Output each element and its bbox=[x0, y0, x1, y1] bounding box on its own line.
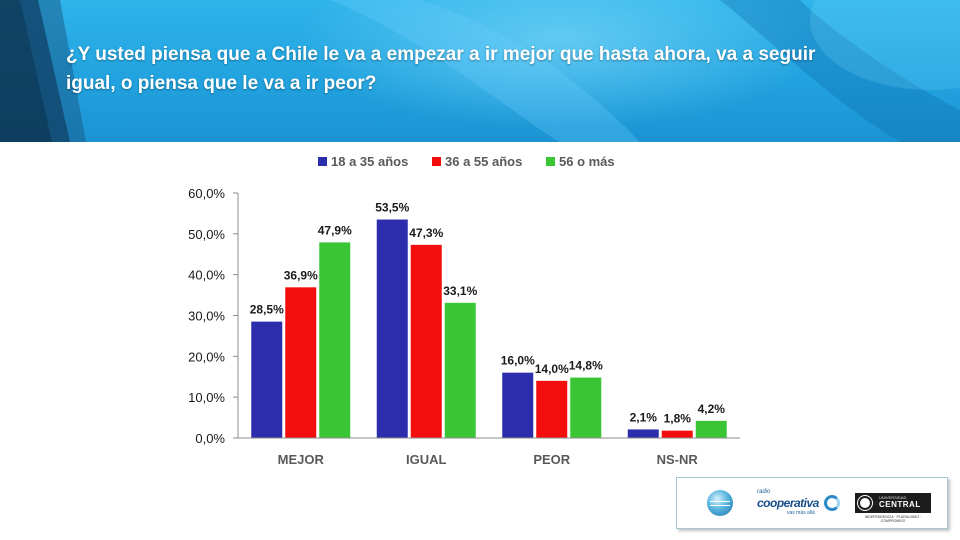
bar-ns-nr-1 bbox=[627, 429, 659, 438]
legend-label-3: 56 o más bbox=[559, 154, 615, 169]
bar-igual-3 bbox=[444, 302, 476, 438]
y-tick-label: 60,0% bbox=[188, 186, 225, 201]
bar-chart: 18 a 35 años 36 a 55 años 56 o más 0,0% 10,… bbox=[188, 154, 740, 467]
y-tick-label: 30,0% bbox=[188, 309, 225, 324]
data-label: 2,1% bbox=[630, 410, 658, 424]
data-label: 53,5% bbox=[375, 201, 409, 215]
banner-decoration bbox=[0, 0, 960, 142]
cooperativa-tagline: vas más allá bbox=[787, 510, 815, 516]
bar-igual-1 bbox=[376, 219, 408, 438]
cooperativa-name: cooperativa bbox=[757, 496, 819, 510]
data-label: 14,8% bbox=[569, 359, 603, 373]
y-tick-label: 50,0% bbox=[188, 227, 225, 242]
y-axis: 0,0% 10,0% 20,0% 30,0% 40,0% 50,0% 60,0% bbox=[188, 186, 239, 446]
chart-legend: 18 a 35 años 36 a 55 años 56 o más bbox=[318, 154, 615, 169]
x-category-label: NS-NR bbox=[657, 452, 699, 467]
y-tick-label: 10,0% bbox=[188, 390, 225, 405]
data-label: 36,9% bbox=[284, 268, 318, 282]
data-label: 1,8% bbox=[664, 412, 692, 426]
universidad-central-logo: UNIVERSIDAD CENTRAL INDEPENDENCIA · PLUR… bbox=[855, 493, 931, 523]
legend-label-1: 18 a 35 años bbox=[331, 154, 408, 169]
data-label: 16,0% bbox=[501, 354, 535, 368]
data-label: 33,1% bbox=[443, 284, 477, 298]
y-tick-label: 40,0% bbox=[188, 268, 225, 283]
header-banner: ¿Y usted piensa que a Chile le va a empe… bbox=[0, 0, 960, 142]
bar-igual-2 bbox=[410, 244, 442, 438]
bar-peor-1 bbox=[502, 372, 534, 438]
bar-peor-2 bbox=[536, 380, 568, 438]
x-category-label: IGUAL bbox=[406, 452, 447, 467]
legend-swatch-2 bbox=[432, 157, 441, 166]
y-tick-label: 0,0% bbox=[195, 431, 225, 446]
data-label: 4,2% bbox=[698, 402, 726, 416]
survey-question: ¿Y usted piensa que a Chile le va a empe… bbox=[66, 44, 816, 94]
bar-mejor-2 bbox=[285, 287, 317, 438]
bar-mejor-1 bbox=[251, 321, 283, 438]
data-label: 47,3% bbox=[409, 226, 443, 240]
x-axis: MEJOR IGUAL PEOR NS-NR bbox=[238, 437, 740, 467]
cooperativa-swirl-icon bbox=[824, 495, 840, 511]
data-label: 14,0% bbox=[535, 362, 569, 376]
legend-swatch-3 bbox=[546, 157, 555, 166]
ucentral-subtitle: INDEPENDENCIA · PLURALISMO · COMPROMISO bbox=[864, 515, 922, 523]
university-seal-icon bbox=[858, 496, 872, 510]
data-label: 28,5% bbox=[250, 303, 284, 317]
ucentral-name: CENTRAL bbox=[879, 500, 921, 509]
bar-peor-3 bbox=[570, 377, 602, 438]
sponsor-logos: radio cooperativa vas más allá UNIVERSID… bbox=[676, 477, 948, 529]
bar-mejor-3 bbox=[319, 242, 351, 438]
x-category-label: PEOR bbox=[533, 452, 570, 467]
legend-swatch-1 bbox=[318, 157, 327, 166]
cooperativa-small-text: radio bbox=[757, 489, 771, 495]
bar-ns-nr-2 bbox=[661, 430, 693, 438]
y-tick-label: 20,0% bbox=[188, 349, 225, 364]
legend-label-2: 36 a 55 años bbox=[445, 154, 522, 169]
bar-ns-nr-3 bbox=[695, 420, 727, 438]
x-category-label: MEJOR bbox=[278, 452, 325, 467]
cooperativa-logo: radio cooperativa vas más allá bbox=[757, 489, 847, 519]
ucentral-small-text: UNIVERSIDAD bbox=[879, 495, 907, 500]
bar-series: 28,5% 36,9% 47,9% 53,5%47,3% 33,1% 16,0%14,0%… bbox=[250, 201, 727, 438]
globe-logo-icon bbox=[707, 490, 733, 516]
data-label: 47,9% bbox=[318, 223, 352, 237]
